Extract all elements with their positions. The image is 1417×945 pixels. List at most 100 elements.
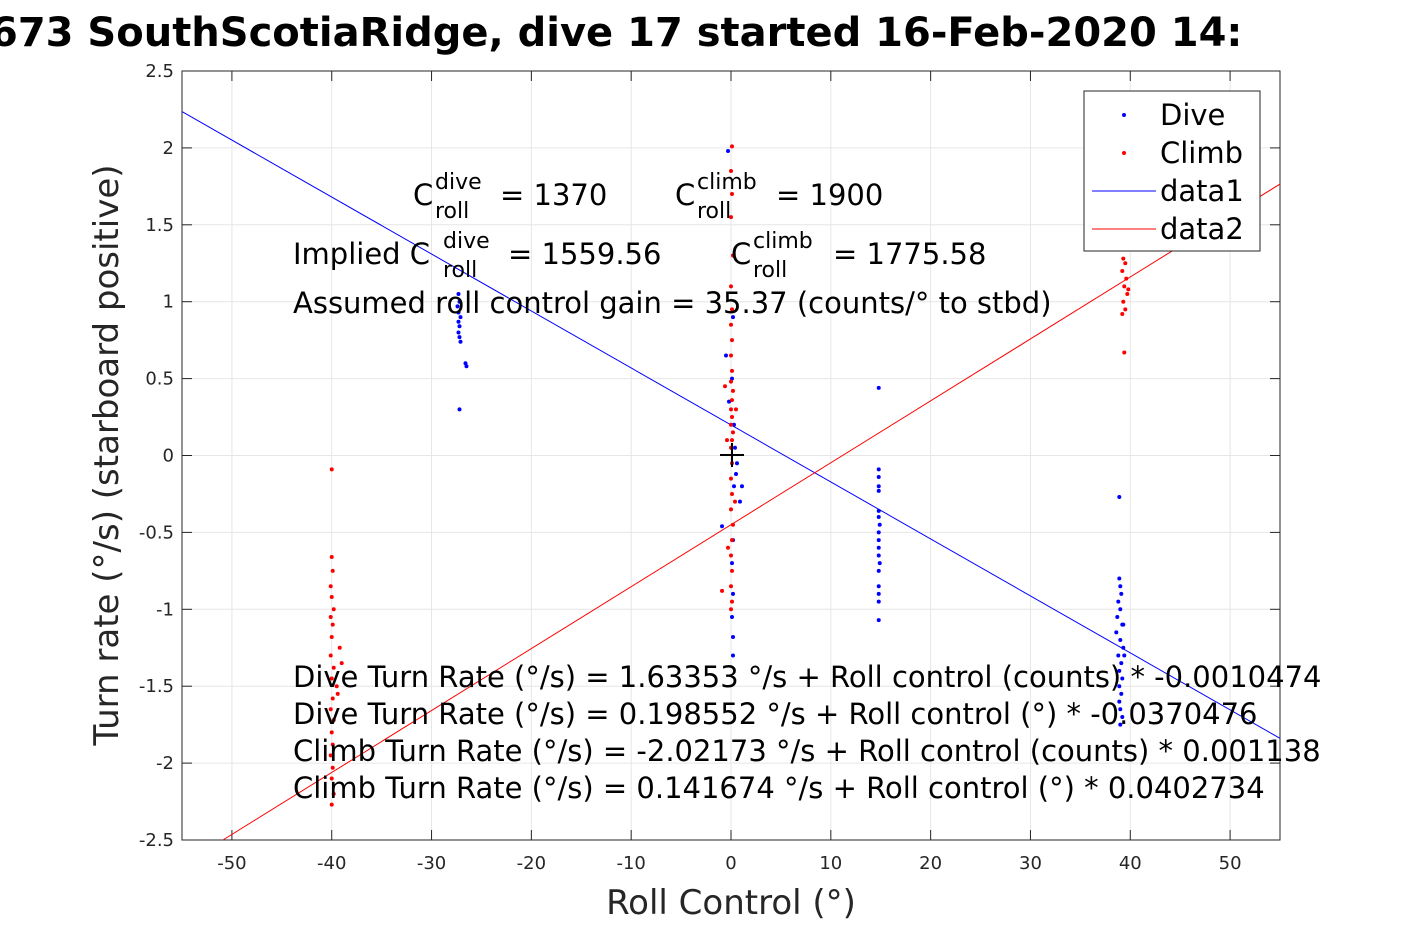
climb-point <box>729 538 734 543</box>
legend: Dive Climb data1 data2 <box>1083 90 1261 252</box>
dive-point <box>876 618 881 623</box>
dive-point <box>739 484 744 489</box>
c-roll-climb-sub: roll <box>697 199 731 224</box>
dive-point <box>457 324 462 329</box>
x-tick-label: 0 <box>725 853 736 874</box>
climb-point <box>329 634 334 639</box>
climb-point <box>729 507 733 512</box>
y-tick-label: 0.5 <box>145 369 174 390</box>
dive-point <box>1117 668 1122 673</box>
c-roll-climb-value: = 1900 <box>776 178 883 212</box>
legend-box <box>1083 90 1261 252</box>
climb-point <box>720 588 725 593</box>
dive-point <box>726 148 731 153</box>
c-roll-climb-prefix: C <box>675 178 695 212</box>
climb-point <box>1121 256 1126 261</box>
data-points <box>328 144 1131 807</box>
dive-point <box>729 561 734 566</box>
dive-point <box>1118 584 1123 589</box>
dive-point <box>730 653 735 658</box>
dive-point <box>456 292 461 297</box>
climb-point <box>729 584 733 589</box>
climb-point <box>729 379 733 384</box>
dive-point <box>876 475 881 480</box>
climb-point <box>329 802 334 807</box>
climb-point <box>330 622 335 627</box>
climb-point <box>729 368 734 373</box>
x-tick-label: -10 <box>616 853 645 874</box>
dive-point <box>464 364 469 369</box>
dive-point <box>1118 638 1123 643</box>
climb-point <box>1124 276 1129 281</box>
x-tick-label: 10 <box>819 853 842 874</box>
dive-point <box>731 484 736 489</box>
climb-point <box>729 144 734 149</box>
implied-prefix: Implied C <box>293 237 430 271</box>
climb-point <box>335 691 340 696</box>
legend-dive-marker <box>1122 113 1126 117</box>
legend-data2: data2 <box>1160 212 1244 246</box>
climb-point <box>337 645 342 650</box>
c-roll-dive-annotation: C dive roll = 1370 <box>413 170 607 224</box>
dive-point <box>877 522 882 527</box>
climb-point <box>729 422 733 427</box>
legend-data1: data1 <box>1160 174 1244 208</box>
dive-point <box>876 545 881 550</box>
climb-point <box>730 522 735 527</box>
dive-point <box>876 591 881 596</box>
climb-point <box>328 753 333 758</box>
c-roll-dive-sup: dive <box>435 170 482 195</box>
y-tick-label: -1.5 <box>139 676 174 697</box>
dive-point <box>876 538 881 543</box>
climb-point <box>1123 261 1128 266</box>
dive-point <box>458 315 463 320</box>
dive-point <box>876 467 881 472</box>
climb-point <box>729 168 733 173</box>
climb-point <box>1126 287 1131 292</box>
legend-dive: Dive <box>1160 98 1225 132</box>
dive-point <box>456 330 461 335</box>
dive-point <box>1117 576 1122 581</box>
climb-point <box>729 284 733 289</box>
dive-point <box>1120 676 1125 681</box>
legend-climb-marker <box>1122 151 1126 155</box>
c-roll-dive-prefix: C <box>413 178 433 212</box>
climb-point <box>723 384 728 389</box>
dive-point <box>1119 661 1124 666</box>
dive-point <box>724 353 729 358</box>
climb-point <box>729 553 733 558</box>
dive-point <box>1119 691 1124 696</box>
dive-point <box>457 335 462 340</box>
y-tick-label: 1.5 <box>145 215 174 236</box>
implied-climb-sup: climb <box>753 229 813 254</box>
dive-point <box>1117 495 1122 500</box>
y-axis-label: Turn rate (°/s) (starboard positive) <box>87 164 127 746</box>
equation-dive-degrees: Dive Turn Rate (°/s) = 0.198552 °/s + Ro… <box>293 697 1258 731</box>
dive-point <box>730 634 735 639</box>
x-tick-label: 40 <box>1119 853 1142 874</box>
climb-point <box>1122 350 1127 355</box>
y-tick-label: 0 <box>163 446 174 467</box>
axis-ticks: -50 -40 -30 -20 -10 0 10 20 30 40 50-2.5-2-1.5-1-0… <box>139 61 1280 874</box>
implied-dive-value: = 1559.56 <box>508 237 661 271</box>
dive-point <box>1115 614 1120 619</box>
climb-point <box>729 322 733 327</box>
climb-point <box>730 253 735 258</box>
climb-point <box>729 353 733 358</box>
dive-point <box>876 515 881 520</box>
climb-point <box>729 398 734 403</box>
climb-point <box>331 607 336 612</box>
x-tick-label: -20 <box>517 853 546 874</box>
climb-point <box>729 599 734 604</box>
dive-point <box>1118 722 1123 727</box>
dive-point <box>732 445 737 450</box>
dive-point <box>456 310 461 315</box>
y-tick-label: -2 <box>156 753 174 774</box>
dive-point <box>877 561 882 566</box>
dive-point <box>1116 599 1121 604</box>
climb-point <box>330 742 335 747</box>
dive-point <box>458 339 463 344</box>
x-tick-label: -40 <box>317 853 346 874</box>
implied-c-roll-dive-annotation: Implied C dive roll = 1559.56 <box>293 229 661 283</box>
dive-point <box>1117 699 1122 704</box>
